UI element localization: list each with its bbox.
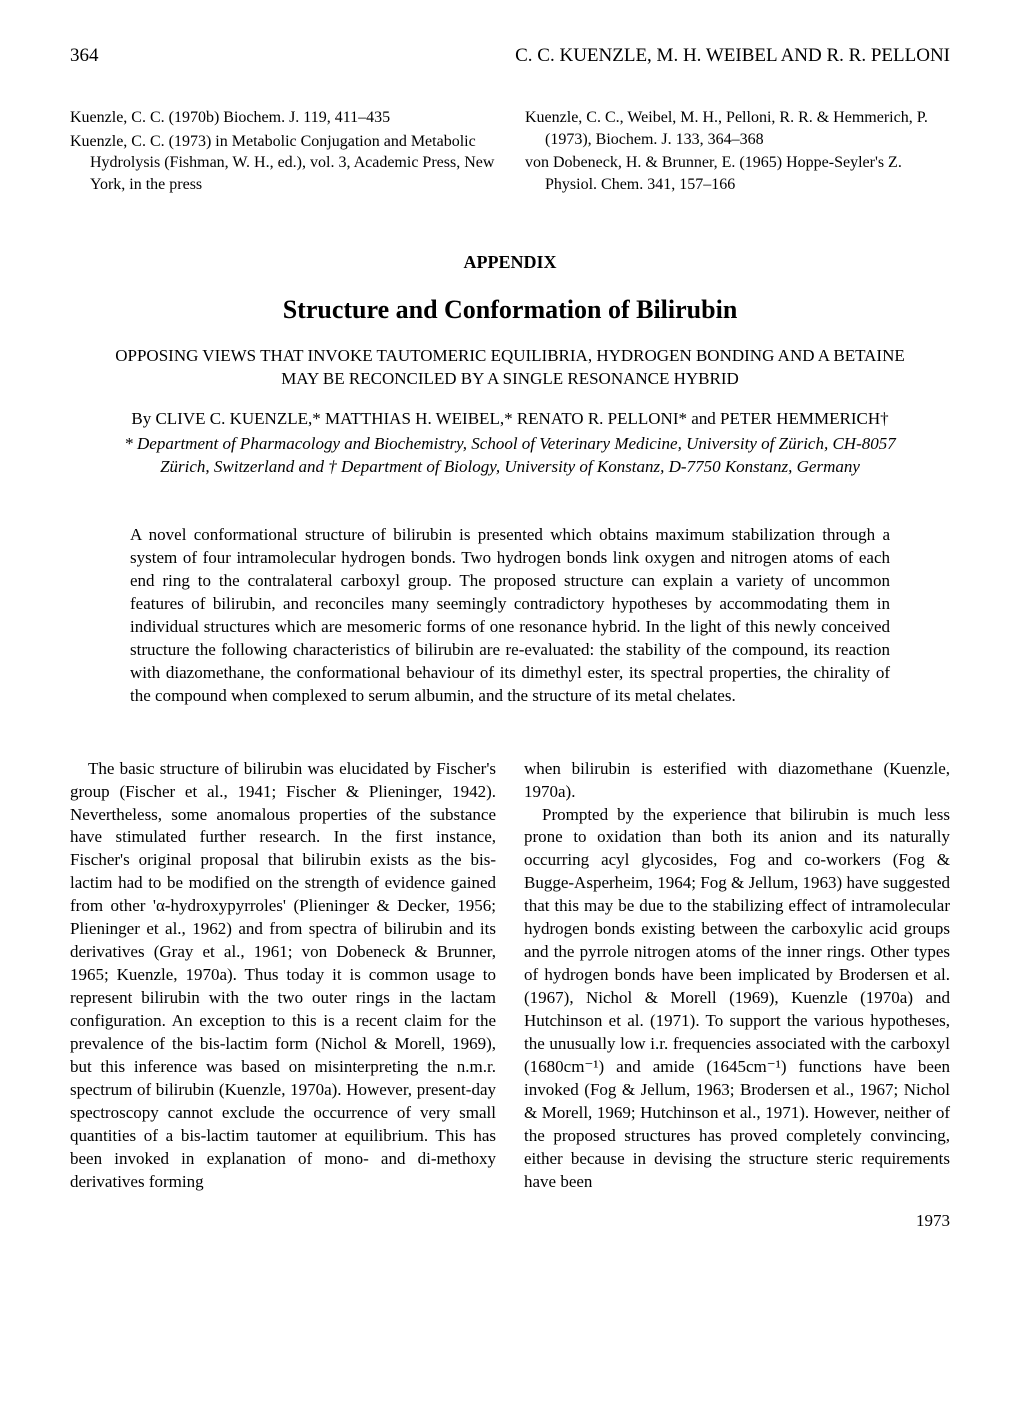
appendix-label: APPENDIX xyxy=(70,252,950,273)
abstract: A novel conformational structure of bili… xyxy=(70,524,950,708)
header-authors: C. C. KUENZLE, M. H. WEIBEL AND R. R. PE… xyxy=(515,45,950,67)
reference-entry: von Dobeneck, H. & Brunner, E. (1965) Ho… xyxy=(525,152,950,195)
page-header: 364 C. C. KUENZLE, M. H. WEIBEL AND R. R… xyxy=(70,45,950,67)
article-title: Structure and Conformation of Bilirubin xyxy=(70,295,950,325)
body-left-column: The basic structure of bilirubin was elu… xyxy=(70,758,496,1194)
page-number: 364 xyxy=(70,45,99,67)
body-paragraph: Prompted by the experience that bilirubi… xyxy=(524,804,950,1194)
reference-entry: Kuenzle, C. C., Weibel, M. H., Pelloni, … xyxy=(525,107,950,150)
body-paragraph: The basic structure of bilirubin was elu… xyxy=(70,758,496,1194)
reference-entry: Kuenzle, C. C. (1970b) Biochem. J. 119, … xyxy=(70,107,495,129)
author-affiliations: * Department of Pharmacology and Biochem… xyxy=(70,433,950,479)
article-subtitle: OPPOSING VIEWS THAT INVOKE TAUTOMERIC EQ… xyxy=(70,345,950,391)
body-right-column: when bilirubin is esterified with diazom… xyxy=(524,758,950,1194)
references-left-column: Kuenzle, C. C. (1970b) Biochem. J. 119, … xyxy=(70,107,495,197)
reference-entry: Kuenzle, C. C. (1973) in Metabolic Conju… xyxy=(70,131,495,196)
body-paragraph: when bilirubin is esterified with diazom… xyxy=(524,758,950,804)
body-text: The basic structure of bilirubin was elu… xyxy=(70,758,950,1194)
footer-year: 1973 xyxy=(70,1211,950,1231)
references-right-column: Kuenzle, C. C., Weibel, M. H., Pelloni, … xyxy=(525,107,950,197)
references-section: Kuenzle, C. C. (1970b) Biochem. J. 119, … xyxy=(70,107,950,197)
authors-byline: By CLIVE C. KUENZLE,* MATTHIAS H. WEIBEL… xyxy=(70,409,950,429)
